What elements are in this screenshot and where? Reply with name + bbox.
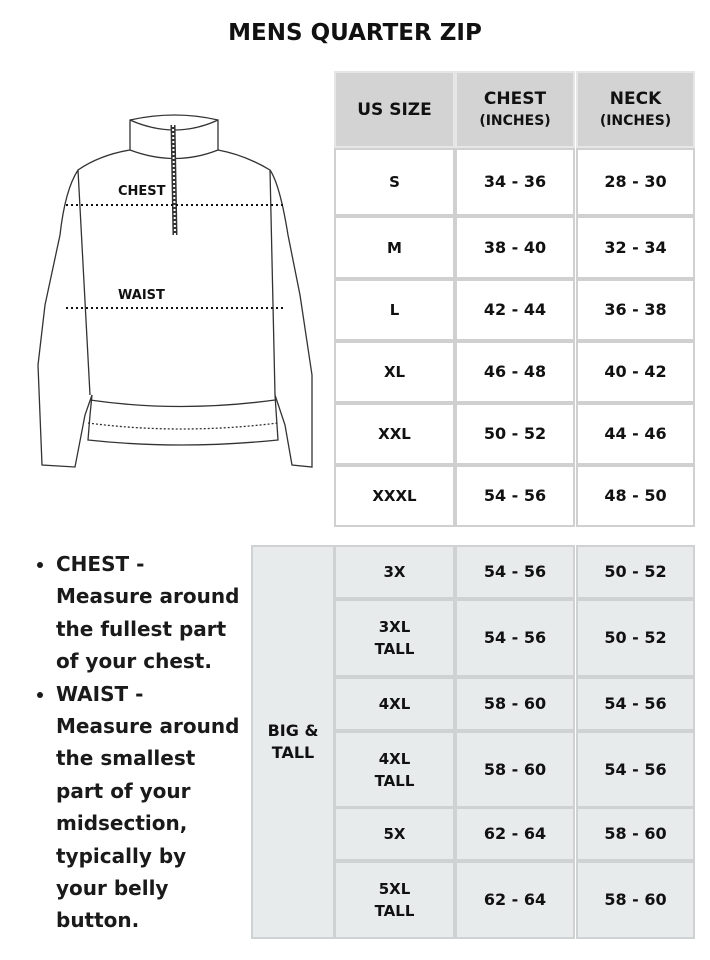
size-row-5-col-2: 48 - 50 <box>576 465 695 527</box>
big-tall-row-0-col-2: 50 - 52 <box>576 545 695 599</box>
big-tall-row-3-col-2-text: 54 - 56 <box>604 759 667 779</box>
big-tall-group-label-text: BIG & TALL <box>267 721 319 762</box>
size-row-5-col-0-text: XXXL <box>372 487 417 505</box>
size-row-2-col-2: 36 - 38 <box>576 279 695 341</box>
big-tall-row-5-col-1: 62 - 64 <box>455 861 575 939</box>
size-row-2-col-2-text: 36 - 38 <box>604 300 667 319</box>
big-tall-row-3-col-1: 58 - 60 <box>455 731 575 808</box>
big-tall-row-1-col-2: 50 - 52 <box>576 599 695 677</box>
waist-label: WAIST <box>118 288 165 303</box>
size-row-2-col-0: L <box>334 279 455 341</box>
size-row-3-col-0-text: XL <box>383 363 406 381</box>
size-row-3-col-1: 46 - 48 <box>455 341 575 403</box>
size-row-1-col-1: 38 - 40 <box>455 216 575 279</box>
size-row-4-col-2-text: 44 - 46 <box>604 424 667 443</box>
size-row-0-col-1: 34 - 36 <box>455 148 575 216</box>
size-row-3-col-2: 40 - 42 <box>576 341 695 403</box>
size-row-5-col-2-text: 48 - 50 <box>604 486 667 505</box>
big-tall-row-0-col-0: 3X <box>334 545 455 599</box>
big-tall-row-1-col-0-text: 3XL TALL <box>374 618 415 658</box>
big-tall-row-0-col-0-text: 3X <box>383 563 406 581</box>
big-tall-row-3-col-1-text: 58 - 60 <box>483 759 547 779</box>
header-1-text: CHEST <box>483 88 547 109</box>
big-tall-row-2-col-0: 4XL <box>334 677 455 731</box>
size-row-0-col-2-text: 28 - 30 <box>604 172 667 191</box>
chest-note: CHEST - Measure around the fullest part … <box>56 548 243 678</box>
size-row-3-col-2-text: 40 - 42 <box>604 362 667 381</box>
size-row-0-col-1-text: 34 - 36 <box>483 172 547 191</box>
big-tall-row-4-col-2-text: 58 - 60 <box>604 824 667 843</box>
header-2-text: NECK <box>609 88 662 109</box>
big-tall-row-1-col-2-text: 50 - 52 <box>604 628 667 647</box>
size-row-1-col-0: M <box>334 216 455 279</box>
big-tall-row-0-col-2-text: 50 - 52 <box>604 562 667 581</box>
big-tall-row-3-col-2: 54 - 56 <box>576 731 695 808</box>
big-tall-row-2-col-2-text: 54 - 56 <box>604 694 667 713</box>
size-row-3-col-0: XL <box>334 341 455 403</box>
size-row-0-col-0: S <box>334 148 455 216</box>
page-title: MENS QUARTER ZIP <box>228 20 482 46</box>
size-row-1-col-0-text: M <box>387 238 402 257</box>
size-row-4-col-0: XXL <box>334 403 455 465</box>
big-tall-row-2-col-1: 58 - 60 <box>455 677 575 731</box>
size-row-4-col-0-text: XXL <box>378 425 411 443</box>
header-2-unit: (INCHES) <box>599 112 672 129</box>
big-tall-row-5-col-2: 58 - 60 <box>576 861 695 939</box>
size-row-1-col-2-text: 32 - 34 <box>604 237 667 257</box>
big-tall-row-2-col-2: 54 - 56 <box>576 677 695 731</box>
size-row-1-col-2: 32 - 34 <box>576 216 695 279</box>
header-1: CHEST (INCHES) <box>455 71 575 148</box>
size-row-5-col-1-text: 54 - 56 <box>483 486 547 505</box>
big-tall-row-4-col-0-text: 5X <box>383 825 406 843</box>
size-row-4-col-2: 44 - 46 <box>576 403 695 465</box>
quarter-zip-sweater-illustration <box>37 114 313 468</box>
big-tall-row-5-col-0: 5XL TALL <box>334 861 455 939</box>
big-tall-row-2-col-1-text: 58 - 60 <box>483 694 547 713</box>
header-2: NECK (INCHES) <box>576 71 695 148</box>
size-row-0-col-2: 28 - 30 <box>576 148 695 216</box>
header-1-unit: (INCHES) <box>479 112 551 129</box>
size-row-4-col-1-text: 50 - 52 <box>483 424 547 443</box>
big-tall-row-3-col-0-text: 4XL TALL <box>374 749 415 790</box>
big-tall-row-4-col-1-text: 62 - 64 <box>483 824 547 843</box>
size-row-2-col-1-text: 42 - 44 <box>483 300 547 319</box>
size-row-2-col-0-text: L <box>389 301 400 319</box>
size-row-5-col-1: 54 - 56 <box>455 465 575 527</box>
big-tall-row-5-col-0-text: 5XL TALL <box>374 880 415 920</box>
big-tall-row-4-col-0: 5X <box>334 807 455 861</box>
measurement-notes: CHEST - Measure around the fullest part … <box>28 548 243 937</box>
chest-label: CHEST <box>118 184 166 199</box>
big-tall-row-0-col-1-text: 54 - 56 <box>483 562 547 581</box>
size-row-5-col-0: XXXL <box>334 465 455 527</box>
size-row-0-col-0-text: S <box>389 173 400 191</box>
big-tall-row-5-col-2-text: 58 - 60 <box>604 890 667 909</box>
big-tall-row-4-col-2: 58 - 60 <box>576 807 695 861</box>
big-tall-group-label: BIG & TALL <box>251 545 335 939</box>
big-tall-row-0-col-1: 54 - 56 <box>455 545 575 599</box>
size-row-1-col-1-text: 38 - 40 <box>483 237 547 257</box>
big-tall-row-2-col-0-text: 4XL <box>378 695 411 713</box>
big-tall-row-4-col-1: 62 - 64 <box>455 807 575 861</box>
big-tall-row-3-col-0: 4XL TALL <box>334 731 455 808</box>
big-tall-row-1-col-0: 3XL TALL <box>334 599 455 677</box>
size-row-2-col-1: 42 - 44 <box>455 279 575 341</box>
header-0: US SIZE <box>334 71 455 148</box>
size-row-3-col-1-text: 46 - 48 <box>483 362 547 381</box>
big-tall-row-1-col-1-text: 54 - 56 <box>483 628 547 647</box>
header-0-text: US SIZE <box>357 99 432 120</box>
big-tall-row-1-col-1: 54 - 56 <box>455 599 575 677</box>
big-tall-row-5-col-1-text: 62 - 64 <box>483 890 547 909</box>
waist-note: WAIST - Measure around the smallest part… <box>56 678 243 937</box>
size-row-4-col-1: 50 - 52 <box>455 403 575 465</box>
